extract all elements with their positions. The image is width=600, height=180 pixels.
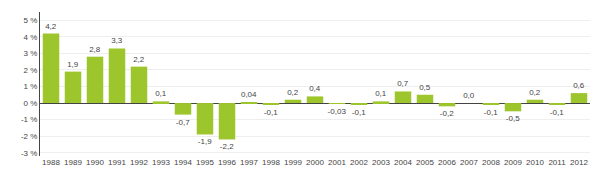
svg-text:-0,1: -0,1: [352, 108, 366, 117]
svg-text:1999: 1999: [284, 158, 302, 167]
svg-text:0,2: 0,2: [287, 88, 299, 97]
svg-text:0,0: 0,0: [463, 91, 475, 100]
svg-text:2006: 2006: [438, 158, 456, 167]
svg-text:1,9: 1,9: [67, 60, 79, 69]
svg-text:1997: 1997: [240, 158, 258, 167]
svg-text:2005: 2005: [416, 158, 434, 167]
svg-text:2,8: 2,8: [89, 45, 101, 54]
svg-text:-2,2: -2,2: [220, 142, 234, 151]
svg-text:0,7: 0,7: [397, 79, 409, 88]
svg-text:2010: 2010: [526, 158, 544, 167]
svg-text:1993: 1993: [152, 158, 170, 167]
svg-text:0,6: 0,6: [573, 81, 585, 90]
svg-text:0,4: 0,4: [309, 84, 321, 93]
svg-text:2012: 2012: [570, 158, 588, 167]
svg-text:2009: 2009: [504, 158, 522, 167]
svg-text:2008: 2008: [482, 158, 500, 167]
svg-text:0,04: 0,04: [241, 90, 257, 99]
svg-text:2002: 2002: [350, 158, 368, 167]
svg-text:1994: 1994: [174, 158, 192, 167]
svg-text:0,2: 0,2: [529, 88, 541, 97]
svg-text:1996: 1996: [218, 158, 236, 167]
svg-text:2,2: 2,2: [133, 55, 145, 64]
svg-text:5 %: 5 %: [24, 16, 38, 25]
svg-text:3 %: 3 %: [24, 49, 38, 58]
svg-text:1 %: 1 %: [24, 82, 38, 91]
svg-text:-0,1: -0,1: [484, 108, 498, 117]
svg-text:-1 %: -1 %: [21, 115, 37, 124]
svg-text:1995: 1995: [196, 158, 214, 167]
svg-text:1990: 1990: [86, 158, 104, 167]
svg-text:1989: 1989: [64, 158, 82, 167]
svg-text:2003: 2003: [372, 158, 390, 167]
svg-text:-0,1: -0,1: [264, 108, 278, 117]
svg-text:1991: 1991: [108, 158, 126, 167]
svg-text:0 %: 0 %: [24, 99, 38, 108]
svg-text:2011: 2011: [548, 158, 566, 167]
svg-text:1988: 1988: [42, 158, 60, 167]
svg-text:2 %: 2 %: [24, 66, 38, 75]
svg-text:2001: 2001: [328, 158, 346, 167]
svg-text:-0,5: -0,5: [506, 114, 520, 123]
svg-text:-0,1: -0,1: [550, 108, 564, 117]
svg-text:3,3: 3,3: [111, 36, 123, 45]
svg-text:1992: 1992: [130, 158, 148, 167]
svg-text:4 %: 4 %: [24, 33, 38, 42]
svg-text:-2 %: -2 %: [21, 132, 37, 141]
svg-text:-0,7: -0,7: [176, 118, 190, 127]
svg-text:2000: 2000: [306, 158, 324, 167]
svg-text:4,2: 4,2: [45, 22, 57, 31]
svg-text:-1,9: -1,9: [198, 137, 212, 146]
svg-text:1998: 1998: [262, 158, 280, 167]
svg-text:2007: 2007: [460, 158, 478, 167]
svg-text:0,1: 0,1: [155, 89, 167, 98]
svg-text:-0,2: -0,2: [440, 109, 454, 118]
svg-text:0,5: 0,5: [419, 83, 431, 92]
svg-text:-3 %: -3 %: [21, 148, 37, 157]
svg-text:2004: 2004: [394, 158, 412, 167]
svg-text:0,1: 0,1: [375, 89, 387, 98]
svg-text:-0,03: -0,03: [328, 107, 347, 116]
